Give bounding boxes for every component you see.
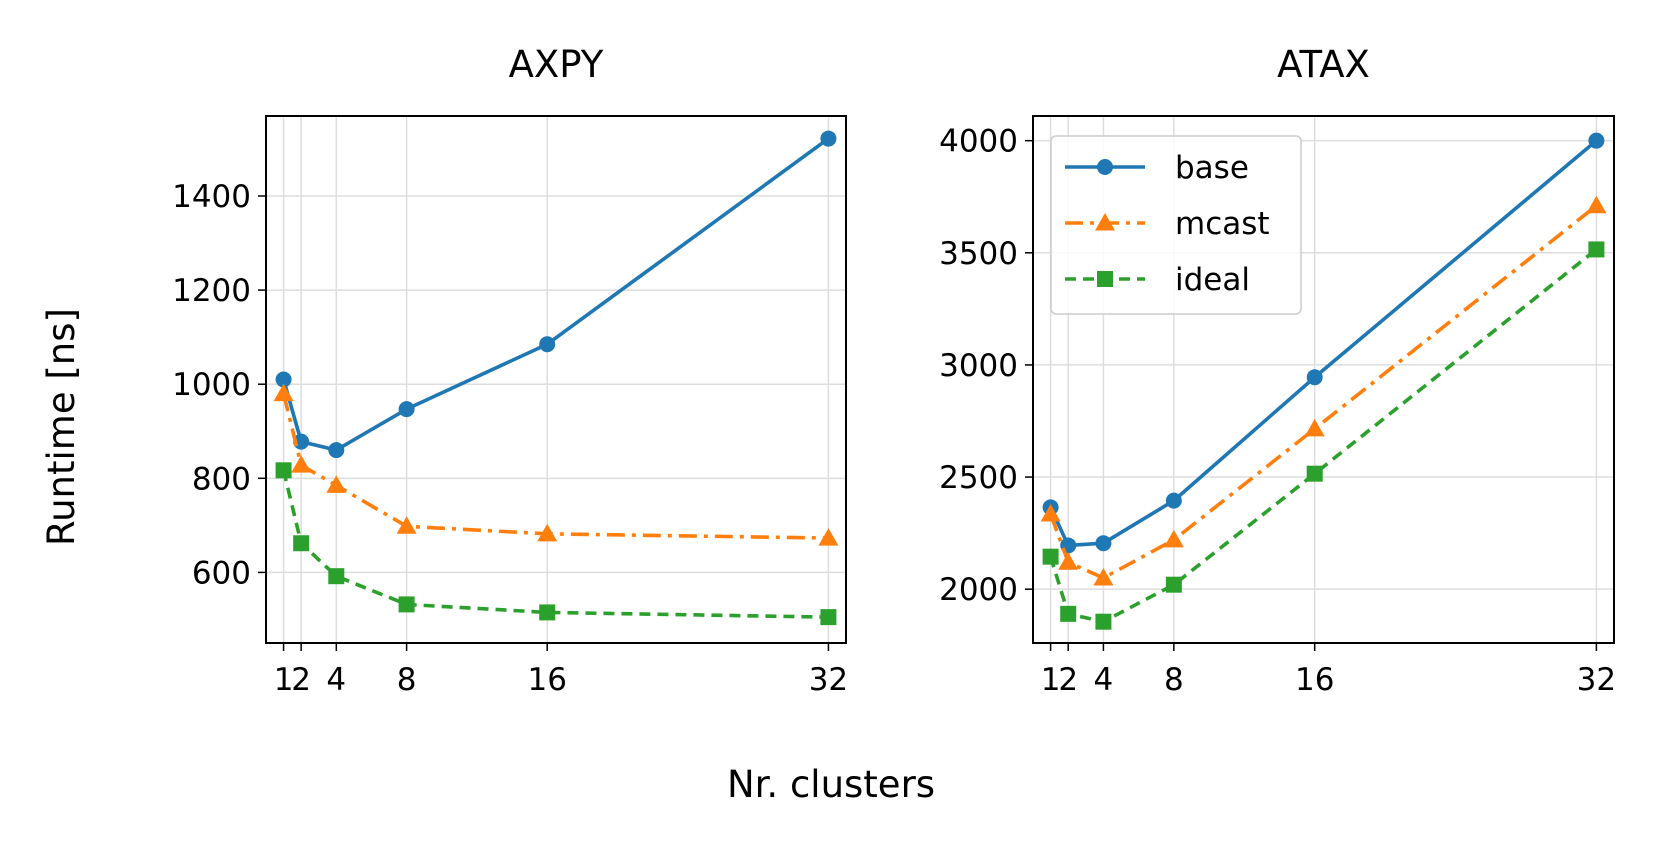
y-tick-label: 4000 bbox=[939, 124, 1018, 160]
x-tick-label: 2 bbox=[1058, 662, 1078, 698]
atax-ideal-point bbox=[1165, 576, 1182, 593]
legend-label-ideal: ideal bbox=[1175, 262, 1250, 298]
atax-base-point bbox=[1588, 132, 1605, 149]
axpy-base-point bbox=[539, 336, 556, 353]
atax-ideal-point bbox=[1588, 241, 1605, 258]
legend-label-base: base bbox=[1175, 150, 1249, 186]
axpy-ideal-line bbox=[281, 469, 829, 619]
axpy-mcast-line bbox=[281, 393, 829, 540]
atax-mcast-point bbox=[1163, 529, 1184, 548]
legend-box bbox=[1050, 135, 1302, 315]
axpy-ideal-point bbox=[328, 568, 345, 585]
atax-mcast-point bbox=[1586, 195, 1607, 214]
axpy-base-point bbox=[398, 401, 415, 418]
atax-mcast-point bbox=[1304, 418, 1325, 437]
y-tick-label: 600 bbox=[192, 555, 251, 591]
panel-title: AXPY bbox=[509, 43, 604, 86]
axpy-mcast-point bbox=[818, 528, 839, 546]
legend-marker-mcast bbox=[1095, 213, 1115, 231]
atax-mcast-point bbox=[1093, 567, 1114, 586]
legend-label-mcast: mcast bbox=[1175, 206, 1270, 242]
axpy-base-point bbox=[820, 130, 837, 147]
x-tick-label: 8 bbox=[397, 662, 417, 698]
y-tick-label: 800 bbox=[192, 461, 251, 497]
y-tick-label: 1200 bbox=[172, 273, 251, 309]
y-tick-label: 2000 bbox=[939, 572, 1018, 608]
x-tick-label: 1 bbox=[1041, 662, 1061, 698]
axpy-base-point bbox=[275, 371, 292, 388]
atax-ideal-line bbox=[1048, 248, 1598, 624]
panel-title: ATAX bbox=[1277, 43, 1370, 86]
atax-ideal-point bbox=[1042, 548, 1059, 565]
atax-panel: 12 4 8 16 32 2000 2500 3000 3500 4000 ATAX bbox=[939, 43, 1616, 698]
x-tick-label: 16 bbox=[527, 662, 566, 698]
x-tick-label: 4 bbox=[1094, 662, 1114, 698]
y-tick-label: 2500 bbox=[939, 460, 1018, 496]
atax-mcast-line bbox=[1048, 204, 1598, 580]
atax-ideal-point bbox=[1306, 465, 1323, 482]
atax-base-point bbox=[1095, 535, 1112, 552]
x-tick-label: 2 bbox=[291, 662, 311, 698]
plot-frame bbox=[265, 115, 847, 644]
x-tick-label: 4 bbox=[326, 662, 346, 698]
axpy-ideal-point bbox=[539, 604, 556, 621]
axpy-mcast-point bbox=[537, 523, 558, 542]
axpy-mcast-point bbox=[273, 383, 294, 402]
legend-marker-ideal bbox=[1097, 271, 1113, 287]
atax-mcast-point bbox=[1058, 552, 1079, 570]
y-tick-label: 3000 bbox=[939, 348, 1018, 384]
y-tick-label: 1400 bbox=[172, 179, 251, 215]
x-tick-label: 32 bbox=[1577, 662, 1616, 698]
y-tick-label: 3500 bbox=[939, 236, 1018, 272]
axpy-panel: 12 4 8 16 32 600 800 1000 1200 1400 AXPY bbox=[172, 43, 848, 698]
x-axis-label: Nr. clusters bbox=[727, 763, 935, 806]
x-tick-label: 32 bbox=[809, 662, 848, 698]
legend: base mcast ideal bbox=[1050, 135, 1302, 315]
atax-ideal-point bbox=[1095, 613, 1112, 630]
x-tick-label: 16 bbox=[1295, 662, 1334, 698]
atax-base-point bbox=[1306, 369, 1323, 386]
legend-marker-base bbox=[1097, 159, 1113, 175]
y-axis-label: Runtime [ns] bbox=[40, 308, 83, 546]
axpy-mcast-point bbox=[291, 455, 312, 473]
atax-mcast-point bbox=[1040, 504, 1061, 522]
axpy-base-line bbox=[281, 137, 830, 452]
axpy-mcast-point bbox=[396, 516, 417, 534]
x-tick-label: 8 bbox=[1164, 662, 1184, 698]
atax-ideal-point bbox=[1060, 605, 1077, 622]
axpy-ideal-point bbox=[275, 462, 292, 479]
atax-base-point bbox=[1165, 492, 1182, 509]
x-tick-label: 1 bbox=[274, 662, 294, 698]
axpy-mcast-point bbox=[326, 475, 347, 493]
plot-frame bbox=[1032, 115, 1615, 644]
axpy-ideal-point bbox=[398, 596, 415, 613]
axpy-base-point bbox=[328, 442, 345, 459]
axpy-ideal-point bbox=[293, 535, 310, 552]
y-tick-label: 1000 bbox=[172, 367, 251, 403]
axpy-ideal-point bbox=[820, 609, 837, 626]
